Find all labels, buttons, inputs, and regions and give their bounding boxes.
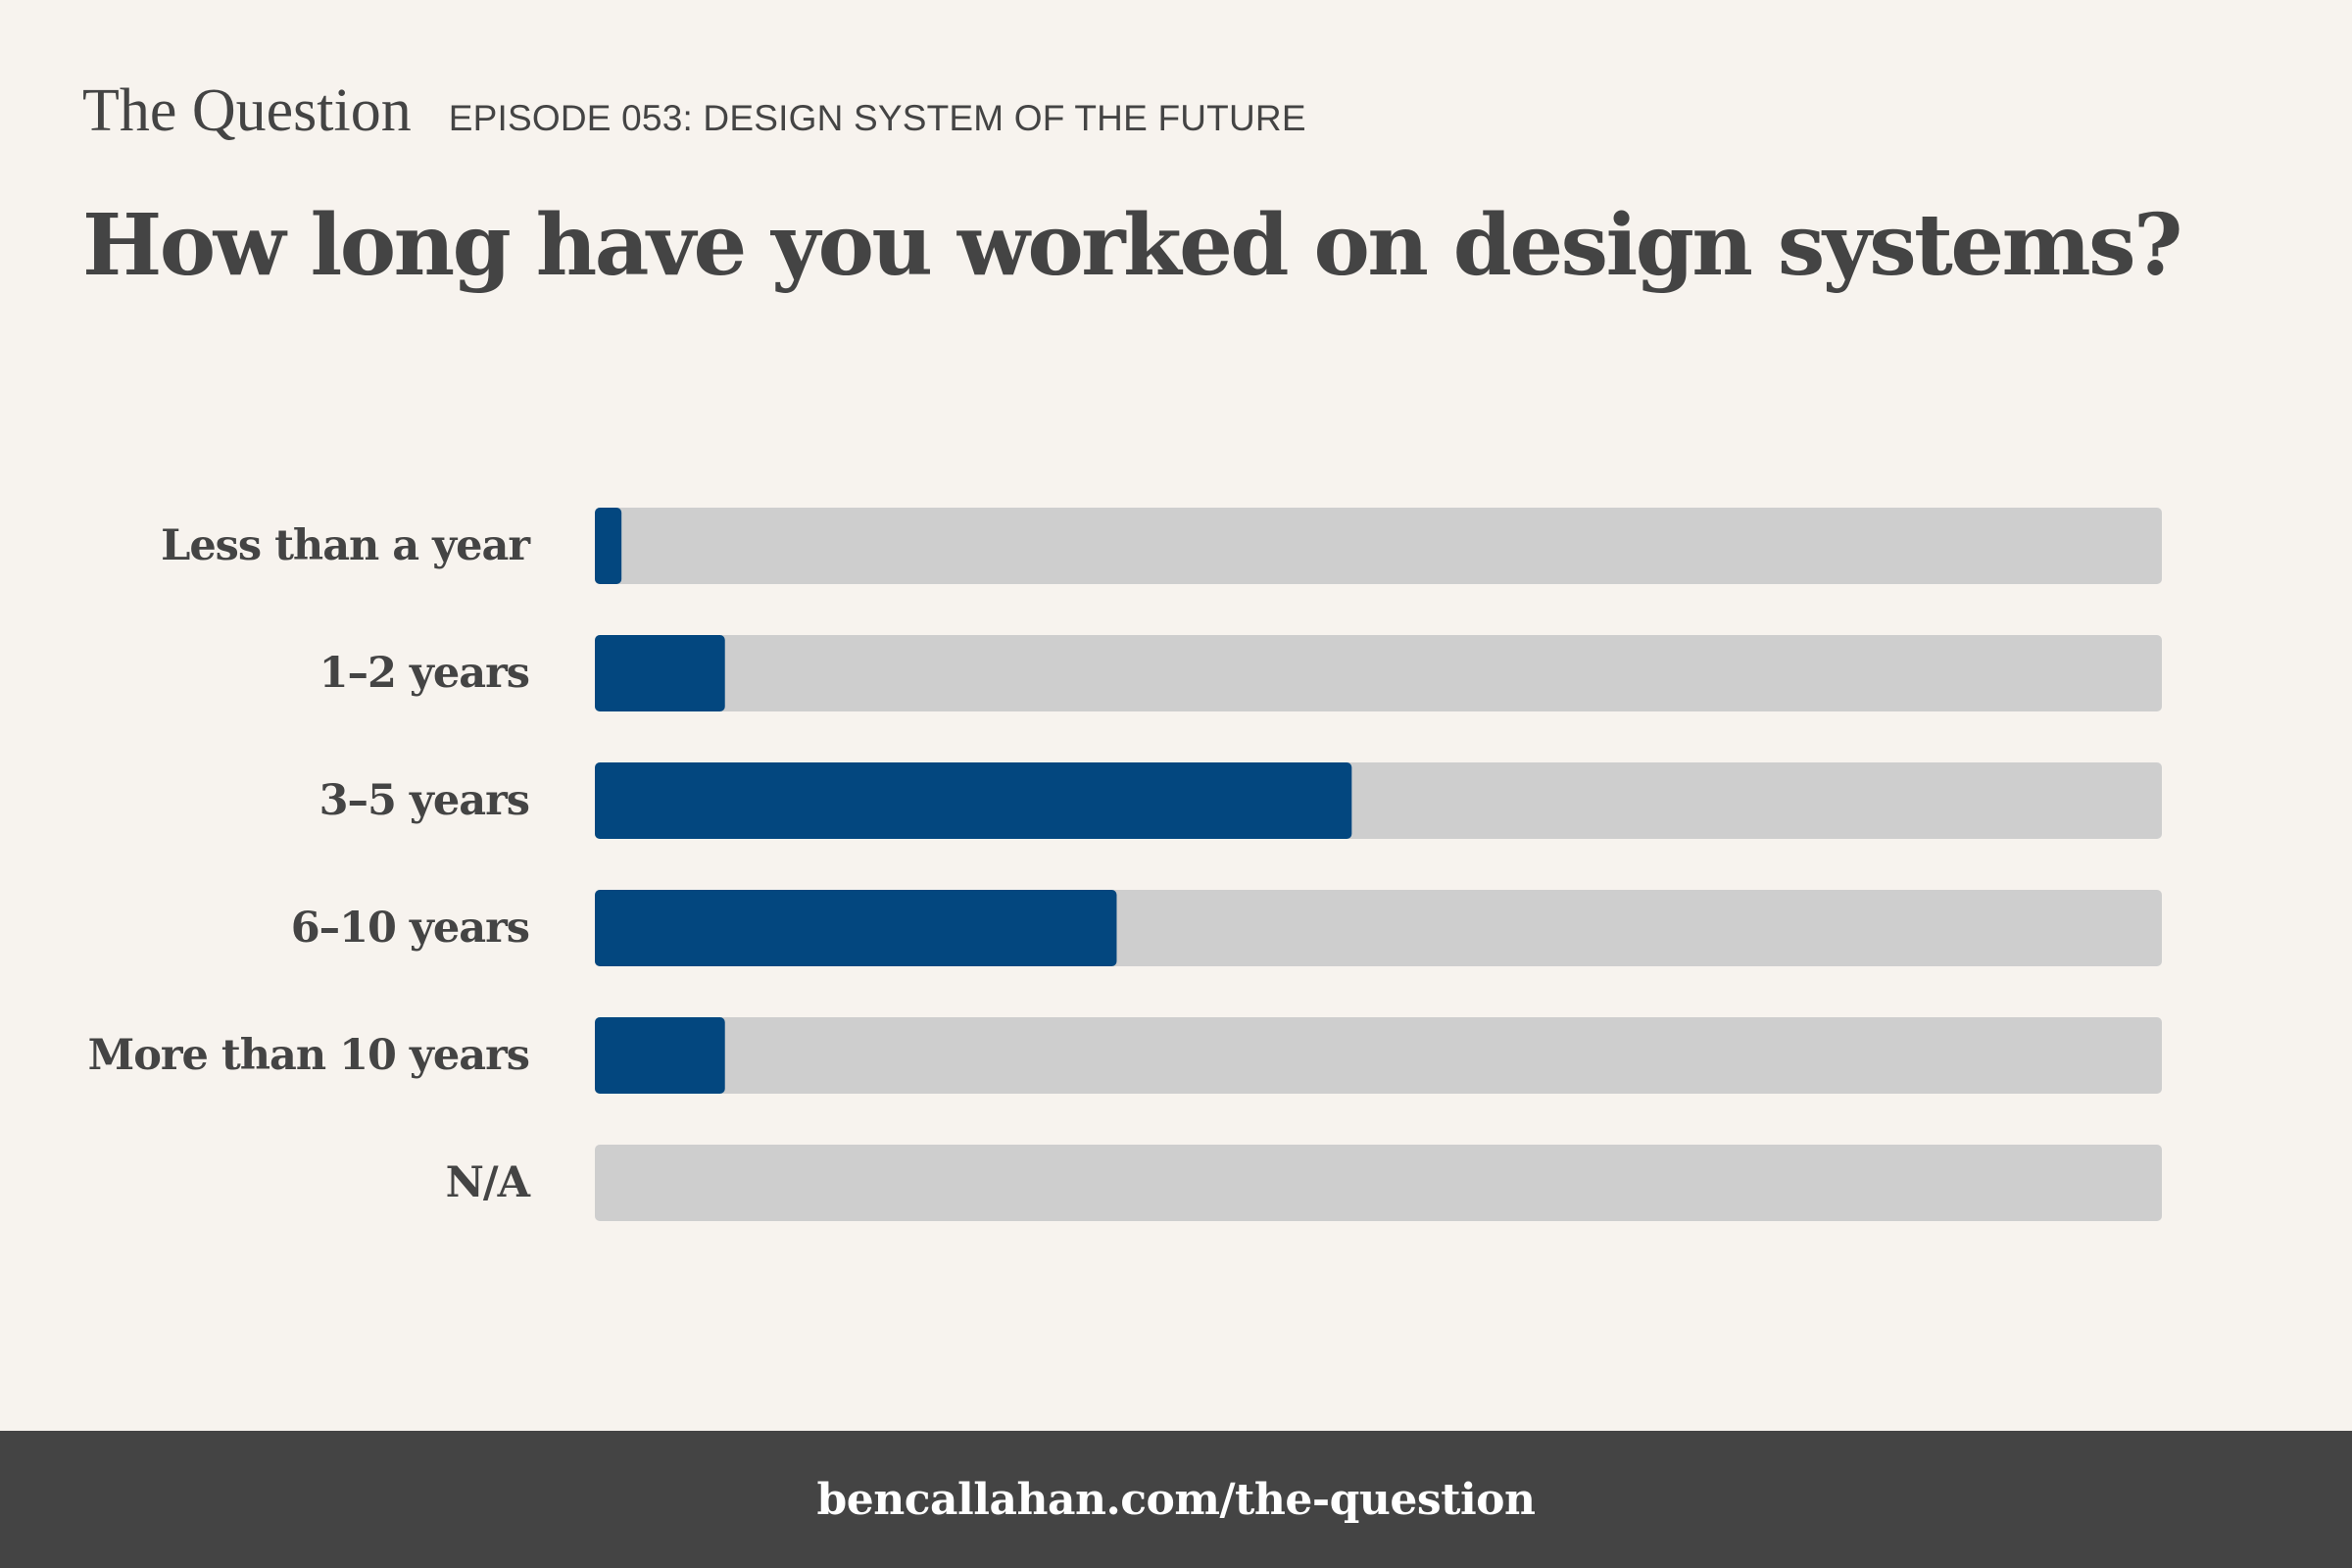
episode-label: EPISODE 053: DESIGN SYSTEM OF THE FUTURE — [448, 98, 1306, 138]
category-label: 3–5 years — [319, 776, 529, 825]
bar — [595, 890, 1117, 966]
bar-track — [595, 1145, 2162, 1221]
bar — [595, 508, 622, 584]
footer-bar: bencallahan.com/the-question — [0, 1431, 2352, 1568]
bar — [595, 635, 725, 711]
bar — [595, 762, 1352, 839]
bar-track — [595, 508, 2162, 584]
bar — [595, 1017, 725, 1094]
category-label: 6–10 years — [291, 904, 529, 953]
bar-track — [595, 1017, 2162, 1094]
footer-url: bencallahan.com/the-question — [816, 1474, 1536, 1525]
bar-track — [595, 635, 2162, 711]
category-label: 1–2 years — [319, 649, 529, 698]
chart-title: How long have you worked on design syste… — [82, 196, 2182, 295]
category-label: More than 10 years — [88, 1031, 529, 1080]
episode-header: The Question EPISODE 053: DESIGN SYSTEM … — [82, 76, 1306, 146]
show-name: The Question — [82, 77, 412, 144]
bar-chart: Less than a year 1–2 years 3–5 years 6–10 y… — [88, 508, 2162, 1221]
category-label: Less than a year — [161, 521, 531, 570]
category-label: N/A — [446, 1158, 531, 1207]
